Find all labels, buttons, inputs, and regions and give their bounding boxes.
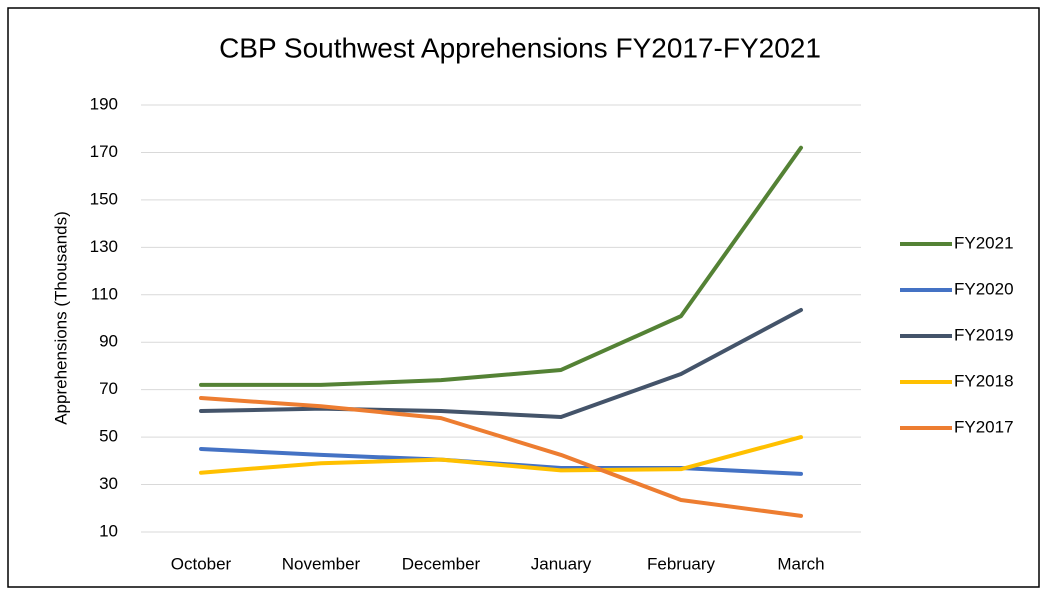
y-tick-label: 190: [90, 94, 118, 113]
chart-border: [7, 7, 1040, 588]
series-line: [199, 145, 803, 387]
y-tick-label: 110: [91, 284, 118, 303]
series-line: [199, 435, 803, 475]
series-line: [199, 307, 803, 419]
legend-label: FY2020: [954, 279, 1014, 298]
y-tick-label: 170: [90, 142, 118, 161]
y-axis-label: Apprehensions (Thousands): [51, 211, 70, 425]
legend-label: FY2019: [954, 325, 1014, 344]
y-tick-label: 150: [90, 189, 118, 208]
y-tick-label: 130: [90, 237, 118, 256]
x-tick-label: January: [531, 554, 592, 573]
y-tick-label: 90: [99, 332, 118, 351]
x-tick-label: November: [282, 554, 361, 573]
y-tick-label: 50: [99, 427, 118, 446]
legend-label: FY2021: [954, 233, 1014, 252]
y-tick-label: 30: [99, 474, 118, 493]
legend-label: FY2018: [954, 371, 1014, 390]
x-tick-label: March: [777, 554, 824, 573]
x-tick-label: February: [647, 554, 716, 573]
legend-label: FY2017: [954, 417, 1014, 436]
x-tick-label: December: [402, 554, 481, 573]
y-tick-label: 10: [99, 521, 118, 540]
series-line: [199, 395, 803, 518]
chart-title: CBP Southwest Apprehensions FY2017-FY202…: [219, 32, 821, 63]
x-tick-label: October: [171, 554, 232, 573]
y-tick-label: 70: [99, 379, 118, 398]
